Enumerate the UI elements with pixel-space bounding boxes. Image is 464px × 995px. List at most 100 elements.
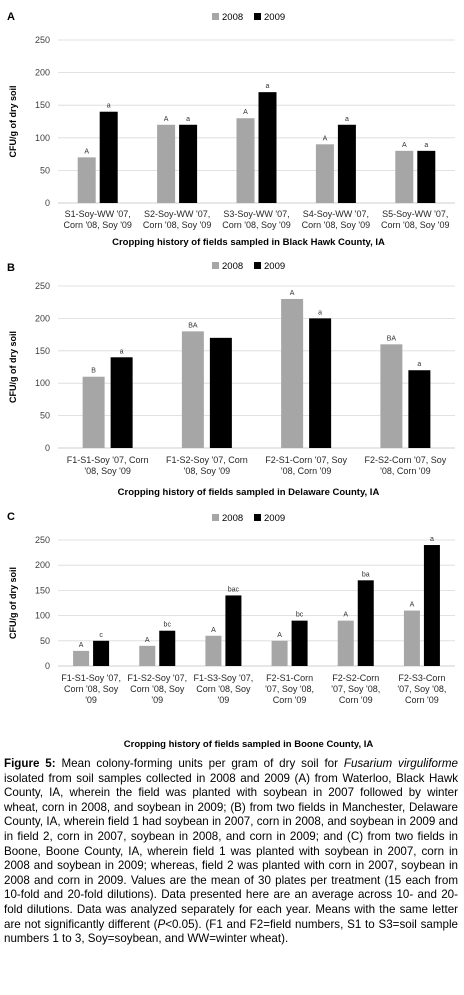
chart-c-xtick-label-5-line-1: F2-S2-Corn <box>332 673 379 683</box>
chart-c-xtick-label-6-line-1: F2-S3-Corn <box>398 673 445 683</box>
chart-c-svg: C 2008 2009 0 50 100 150 200 250 CFU/g of dry soi… <box>7 511 455 750</box>
chart-a-bar-2009-5 <box>417 150 436 203</box>
chart-a-significance-label-2009-1: a <box>107 103 111 110</box>
chart-b-legend-label-2008: 2008 <box>222 261 243 272</box>
chart-c-bar-2009-1 <box>93 640 110 666</box>
chart-a-legend-label-2009: 2009 <box>264 12 285 23</box>
chart-c-legend-label-2009: 2009 <box>264 513 285 524</box>
chart-b-panel-letter: B <box>7 262 15 274</box>
chart-b-bar-2008-3 <box>281 298 304 448</box>
chart-b-ytick-label-100: 100 <box>35 378 50 388</box>
caption-text: Mean colony-forming units per gram of dr… <box>4 757 458 946</box>
chart-b-ytick-label-200: 200 <box>35 313 50 323</box>
chart-c-legend-swatch-2009 <box>254 514 261 521</box>
chart-c-bar-2008-5 <box>337 620 354 666</box>
chart-c-bar-2008-6 <box>403 610 420 666</box>
chart-a-bar-2008-5 <box>395 150 414 203</box>
chart-c-xtick-label-4-line-1: F2-S1-Corn <box>266 673 313 683</box>
chart-c-bar-2008-4 <box>271 640 288 666</box>
chart-c-bar-2009-4 <box>291 620 308 666</box>
chart-b-ytick-label-0: 0 <box>45 443 50 453</box>
chart-c-xtick-label-2-line-1: F1-S2-Soy '07, <box>127 673 187 683</box>
chart-b-ytick-label-150: 150 <box>35 346 50 356</box>
chart-a-bar-2008-2 <box>157 124 176 203</box>
chart-a-ytick-label-100: 100 <box>35 133 50 143</box>
chart-a-significance-label-2009-3: a <box>266 83 270 90</box>
chart-c-bar-2009-2 <box>159 630 176 666</box>
chart-c-xtick-label-1-line-1: F1-S1-Soy '07, <box>61 673 121 683</box>
chart-a-xtick-label-2-line-1: S2-Soy-WW '07, <box>144 209 210 219</box>
chart-c-xtick-label-1-line-3: '09 <box>85 695 97 705</box>
chart-c-significance-label-2009-3: bac <box>228 586 240 593</box>
chart-b-xtick-label-1-line-2: '08, Soy '09 <box>84 466 130 476</box>
chart-b-ytick-label-50: 50 <box>40 411 50 421</box>
chart-b-legend-label-2009: 2009 <box>264 261 285 272</box>
chart-b-bar-2009-3 <box>309 318 332 448</box>
chart-c-xtick-label-1-line-2: Corn '08, Soy <box>64 684 119 694</box>
chart-b-legend-swatch-2009 <box>254 262 261 269</box>
chart-c-significance-label-2008-1: A <box>79 642 84 649</box>
chart-c-xtick-label-5-line-3: Corn '09 <box>339 695 373 705</box>
chart-panel-c: C 2008 2009 0 50 100 150 200 250 CFU/g of dry soi… <box>0 508 464 755</box>
chart-c-legend-label-2008: 2008 <box>222 513 243 524</box>
chart-c-xtick-label-3-line-2: Corn '08, Soy <box>196 684 251 694</box>
chart-b-bar-2009-1 <box>110 357 133 448</box>
chart-a-xtick-label-3-line-2: Corn '08, Soy '09 <box>222 220 290 230</box>
chart-a-bar-2009-1 <box>99 111 118 203</box>
chart-c-bar-2009-5 <box>357 580 374 666</box>
chart-b-xtick-label-3-line-2: '08, Corn '09 <box>281 466 331 476</box>
chart-a-ytick-label-0: 0 <box>45 198 50 208</box>
chart-c-xtick-label-3-line-1: F1-S3-Soy '07, <box>194 673 254 683</box>
chart-b-xtick-label-4-line-1: F2-S2-Corn '07, Soy <box>364 455 446 465</box>
chart-b-xtick-label-1-line-1: F1-S1-Soy '07, Corn <box>67 455 149 465</box>
chart-a-significance-label-2008-2: A <box>164 116 169 123</box>
chart-a-panel-letter: A <box>7 11 15 23</box>
chart-b-xtick-label-4-line-2: '08, Corn '09 <box>380 466 430 476</box>
chart-a-xtick-label-1-line-1: S1-Soy-WW '07, <box>65 209 131 219</box>
chart-c-significance-label-2009-4: bc <box>296 612 304 619</box>
chart-b-svg: B 2008 2009 0 50 100 150 200 250 CFU/g of dry soi… <box>7 261 455 498</box>
chart-a-xtick-label-5-line-2: Corn '08, Soy '09 <box>381 220 449 230</box>
chart-c-ytick-label-250: 250 <box>35 535 50 545</box>
chart-c-significance-label-2008-6: A <box>410 602 415 609</box>
chart-c-xtick-label-6-line-2: '07, Soy '08, <box>397 684 446 694</box>
chart-c-xtick-label-5-line-2: '07, Soy '08, <box>331 684 380 694</box>
chart-a-legend-swatch-2008 <box>212 13 219 20</box>
chart-c-significance-label-2008-3: A <box>211 627 216 634</box>
chart-b-bar-2009-2 <box>209 337 232 448</box>
chart-a-ytick-label-150: 150 <box>35 100 50 110</box>
chart-c-significance-label-2008-2: A <box>145 637 150 644</box>
chart-c-significance-label-2009-5: ba <box>362 571 370 578</box>
chart-c-panel-letter: C <box>7 511 15 523</box>
chart-b-xtick-label-3-line-1: F2-S1-Corn '07, Soy <box>265 455 347 465</box>
chart-a-svg: A 2008 2009 0 50 100 150 200 250 CFU/g of dry soi… <box>7 11 455 248</box>
chart-c-xtick-label-4-line-3: Corn '09 <box>273 695 307 705</box>
chart-b-significance-label-2008-2: BA <box>188 322 198 329</box>
chart-c-significance-label-2009-1: c <box>99 632 103 639</box>
chart-a-significance-label-2008-1: A <box>84 148 89 155</box>
chart-b-ytick-label-250: 250 <box>35 281 50 291</box>
chart-b-significance-label-2008-3: A <box>290 290 295 297</box>
chart-c-bar-2008-3 <box>205 635 222 666</box>
chart-a-significance-label-2009-5: a <box>424 142 428 149</box>
chart-a-bar-2009-4 <box>337 124 356 203</box>
chart-b-legend-swatch-2008 <box>212 262 219 269</box>
chart-c-ytick-label-200: 200 <box>35 560 50 570</box>
chart-b-significance-label-2008-4: BA <box>387 335 397 342</box>
chart-b-xtick-label-2-line-1: F1-S2-Soy '07, Corn <box>166 455 248 465</box>
chart-b-xlabel: Cropping history of fields sampled in De… <box>118 487 380 498</box>
chart-a-bar-2009-3 <box>258 92 277 203</box>
chart-c-bar-2008-2 <box>139 645 156 666</box>
chart-a-ylabel: CFU/g of dry soil <box>8 86 18 158</box>
chart-a-bar-2008-4 <box>315 144 334 203</box>
chart-a-xlabel: Cropping history of fields sampled in Bl… <box>112 237 385 248</box>
chart-a-ytick-label-250: 250 <box>35 35 50 45</box>
chart-c-ytick-label-50: 50 <box>40 636 50 646</box>
chart-a-xtick-label-1-line-2: Corn '08, Soy '09 <box>63 220 131 230</box>
figure-caption: Figure 5: Mean colony-forming units per … <box>4 757 458 947</box>
chart-a-legend-swatch-2009 <box>254 13 261 20</box>
chart-a-significance-label-2009-4: a <box>345 116 349 123</box>
chart-panel-b: B 2008 2009 0 50 100 150 200 250 CFU/g of dry soi… <box>0 258 464 508</box>
chart-a-xtick-label-4-line-2: Corn '08, Soy '09 <box>302 220 370 230</box>
chart-c-legend-swatch-2008 <box>212 514 219 521</box>
